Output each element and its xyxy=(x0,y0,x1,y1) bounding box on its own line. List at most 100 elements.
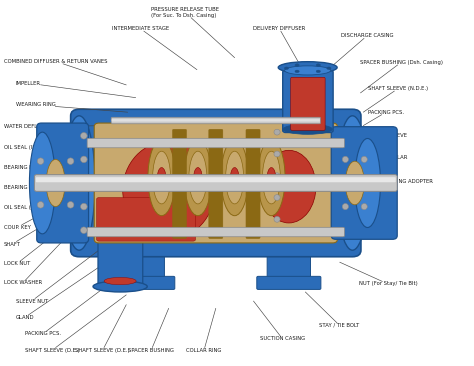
Ellipse shape xyxy=(274,195,280,201)
Ellipse shape xyxy=(153,151,171,204)
FancyBboxPatch shape xyxy=(209,129,223,239)
FancyBboxPatch shape xyxy=(111,117,320,124)
FancyBboxPatch shape xyxy=(267,240,310,281)
Text: SHORT SLEEVE: SHORT SLEEVE xyxy=(363,132,407,140)
FancyBboxPatch shape xyxy=(112,119,320,122)
Text: SHAFT SLEEVE (D.E.): SHAFT SLEEVE (D.E.) xyxy=(75,305,130,352)
Ellipse shape xyxy=(67,202,74,208)
Text: INTERMEDIATE STAGE: INTERMEDIATE STAGE xyxy=(112,26,197,70)
Text: PRESSURE RELEASE TUBE
(For Suc. To Dsh. Casing): PRESSURE RELEASE TUBE (For Suc. To Dsh. … xyxy=(151,7,235,58)
Text: PACKING PCS.: PACKING PCS. xyxy=(25,278,117,336)
Ellipse shape xyxy=(361,156,367,163)
FancyBboxPatch shape xyxy=(173,129,187,239)
Ellipse shape xyxy=(81,227,87,234)
FancyBboxPatch shape xyxy=(36,177,396,182)
Text: STAY / TIE BOLT: STAY / TIE BOLT xyxy=(305,292,360,328)
Ellipse shape xyxy=(81,156,87,163)
Text: WATER DEFLECTOR: WATER DEFLECTOR xyxy=(4,124,109,129)
Text: COMBINED DIFFUSER & RETURN VANES: COMBINED DIFFUSER & RETURN VANES xyxy=(4,59,126,85)
FancyBboxPatch shape xyxy=(121,240,164,281)
FancyBboxPatch shape xyxy=(283,70,333,132)
Ellipse shape xyxy=(316,64,320,66)
Ellipse shape xyxy=(295,64,299,66)
Ellipse shape xyxy=(184,139,211,216)
FancyBboxPatch shape xyxy=(71,109,361,257)
Text: GLAND: GLAND xyxy=(16,264,104,320)
FancyBboxPatch shape xyxy=(94,123,337,243)
Ellipse shape xyxy=(283,124,332,134)
Ellipse shape xyxy=(104,277,136,285)
Ellipse shape xyxy=(81,132,87,139)
FancyBboxPatch shape xyxy=(291,77,325,130)
Ellipse shape xyxy=(230,168,239,187)
Ellipse shape xyxy=(337,116,368,250)
Text: SUCTION CASING: SUCTION CASING xyxy=(254,301,305,341)
Text: SPACER BUSHING: SPACER BUSHING xyxy=(128,308,174,352)
Ellipse shape xyxy=(284,66,331,75)
Text: SHAFT: SHAFT xyxy=(4,207,74,247)
Ellipse shape xyxy=(278,62,337,73)
FancyBboxPatch shape xyxy=(36,123,89,243)
Text: OIL SEAL (INNER): OIL SEAL (INNER) xyxy=(4,140,98,150)
Ellipse shape xyxy=(274,173,280,179)
Ellipse shape xyxy=(194,168,202,187)
Ellipse shape xyxy=(157,168,166,187)
Ellipse shape xyxy=(316,70,320,72)
Ellipse shape xyxy=(46,159,65,207)
Text: BEARING BRACKET: BEARING BRACKET xyxy=(4,156,89,170)
FancyBboxPatch shape xyxy=(35,175,397,191)
Ellipse shape xyxy=(263,151,280,204)
FancyBboxPatch shape xyxy=(257,276,321,290)
Ellipse shape xyxy=(274,151,280,157)
Text: SLEEVE NUT: SLEEVE NUT xyxy=(16,249,100,303)
Ellipse shape xyxy=(258,139,285,216)
Ellipse shape xyxy=(295,70,299,72)
Text: SPACER BUSHING (Dsh. Casing): SPACER BUSHING (Dsh. Casing) xyxy=(359,60,443,93)
Text: LOCK NUT: LOCK NUT xyxy=(4,219,73,266)
Text: SHAFT COLLAR: SHAFT COLLAR xyxy=(360,155,407,160)
Text: SHAFT SLEEVE (N.D.E.): SHAFT SLEEVE (N.D.E.) xyxy=(363,86,428,112)
Ellipse shape xyxy=(81,203,87,210)
Ellipse shape xyxy=(327,67,331,70)
Ellipse shape xyxy=(148,139,175,216)
Text: WEARING RING: WEARING RING xyxy=(16,102,128,112)
FancyBboxPatch shape xyxy=(97,198,196,241)
Ellipse shape xyxy=(93,281,147,292)
Ellipse shape xyxy=(355,138,381,228)
Ellipse shape xyxy=(274,129,280,135)
Ellipse shape xyxy=(221,139,248,216)
Text: BEARING COVER: BEARING COVER xyxy=(4,169,85,190)
Ellipse shape xyxy=(226,151,244,204)
Ellipse shape xyxy=(37,202,44,208)
Ellipse shape xyxy=(342,203,348,210)
Text: COUP. KEY: COUP. KEY xyxy=(4,196,76,230)
Text: PACKING PCS.: PACKING PCS. xyxy=(363,110,404,126)
Text: LOCK WASHER: LOCK WASHER xyxy=(4,231,72,285)
Ellipse shape xyxy=(63,116,95,250)
FancyBboxPatch shape xyxy=(87,227,345,237)
Ellipse shape xyxy=(267,168,276,187)
Ellipse shape xyxy=(274,216,280,222)
FancyBboxPatch shape xyxy=(87,138,345,148)
Text: SHAFT SLEEVE (D.E.): SHAFT SLEEVE (D.E.) xyxy=(25,295,126,352)
Ellipse shape xyxy=(189,151,207,204)
Text: NUT (For Stay/ Tie Blt): NUT (For Stay/ Tie Blt) xyxy=(340,262,417,287)
Ellipse shape xyxy=(284,67,289,70)
FancyBboxPatch shape xyxy=(331,127,397,239)
Text: COLLAR RING: COLLAR RING xyxy=(186,308,222,352)
Text: OIL SEAL (OUTER): OIL SEAL (OUTER) xyxy=(4,183,79,210)
Ellipse shape xyxy=(37,158,44,164)
Ellipse shape xyxy=(29,132,55,234)
FancyBboxPatch shape xyxy=(246,129,260,239)
Text: DISCHARGE CASING: DISCHARGE CASING xyxy=(331,33,393,67)
Text: IMPELLER: IMPELLER xyxy=(16,81,136,98)
Ellipse shape xyxy=(67,158,74,164)
Ellipse shape xyxy=(361,203,367,210)
Text: DELIVERY DIFFUSER: DELIVERY DIFFUSER xyxy=(253,26,306,66)
Ellipse shape xyxy=(262,150,316,223)
FancyBboxPatch shape xyxy=(111,276,175,290)
Ellipse shape xyxy=(342,156,348,163)
Ellipse shape xyxy=(346,161,364,205)
Ellipse shape xyxy=(81,180,87,186)
Text: THRUST BEARING ADOPTER: THRUST BEARING ADOPTER xyxy=(359,178,432,184)
